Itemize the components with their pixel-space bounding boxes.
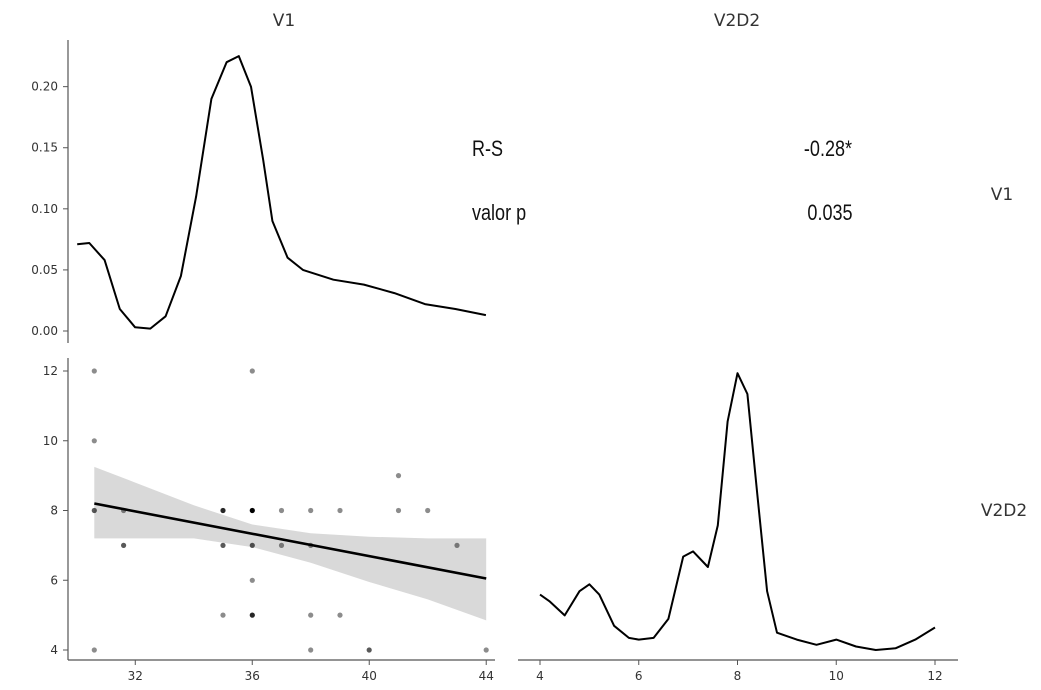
scatter-point [483,647,489,653]
x-tick-label: 12 [927,669,942,683]
density-panel-v2d2: 4 6 8 10 12 [518,372,958,683]
y-tick-label: 0.00 [31,324,58,338]
y-tick-label: 4 [50,643,58,657]
scatter-point [220,542,226,549]
y-tick-label: 0.10 [31,202,58,216]
scatter-point [121,542,127,549]
correlation-value-pvalue: 0.035 [807,201,852,225]
scatter-point [91,507,97,514]
x-tick-label: 4 [536,669,544,683]
scatter-point [249,542,255,549]
x-tick-label: 36 [245,669,260,683]
density-panel-v1: 0.00 0.05 0.10 0.15 0.20 [31,40,487,343]
scatter-point [337,612,343,618]
y-tick-label: 6 [50,573,58,587]
scatter-point [337,507,343,514]
density-curve-v2d2 [539,372,936,651]
scatter-point [91,368,97,374]
y-tick-label: 0.05 [31,263,58,277]
scatter-point [395,507,402,514]
scatter-point [308,647,314,653]
scatter-point [249,612,255,618]
scatter-point [220,507,226,514]
density-curve-v1 [77,55,487,330]
scatter-point [278,542,285,549]
x-tick-label: 10 [829,669,844,683]
x-tick-label: 40 [362,669,377,683]
y-tick-label: 0.20 [31,80,58,94]
row-label-v1: V1 [991,185,1013,205]
confidence-band [94,466,487,621]
row-label-v2d2: V2D2 [981,501,1027,521]
column-label-v2d2: V2D2 [714,11,760,31]
y-tick-label: 10 [43,434,58,448]
correlation-label-rs: R-S [472,137,503,161]
column-label-v1: V1 [273,11,295,31]
scatter-point [454,542,460,549]
scatter-point [366,647,372,653]
regression-line [94,502,487,580]
x-tick-label: 6 [635,669,643,683]
scatter-point [308,507,314,514]
scatter-point [278,507,285,514]
scatter-point [91,438,97,444]
y-tick-label: 0.15 [31,141,58,155]
x-tick-label: 8 [734,669,742,683]
x-tick-label: 32 [128,669,143,683]
y-tick-label: 8 [50,504,58,518]
scatter-point [395,473,402,479]
scatter-point [308,612,314,618]
correlation-label-pvalue: valor p [472,201,526,225]
y-tick-label: 12 [43,364,58,378]
scatter-panel: 4 6 8 10 12 32 36 40 44 [43,358,495,683]
scatter-point [91,647,97,653]
correlation-value-rs: -0.28* [804,137,852,161]
scatter-point [249,368,255,374]
x-tick-label: 44 [479,669,494,683]
scatter-point [249,577,255,583]
scatter-point [220,612,226,618]
correlation-panel: R-S -0.28* valor p 0.035 [472,137,853,225]
scatter-point [249,507,255,514]
scatter-point [425,507,431,514]
